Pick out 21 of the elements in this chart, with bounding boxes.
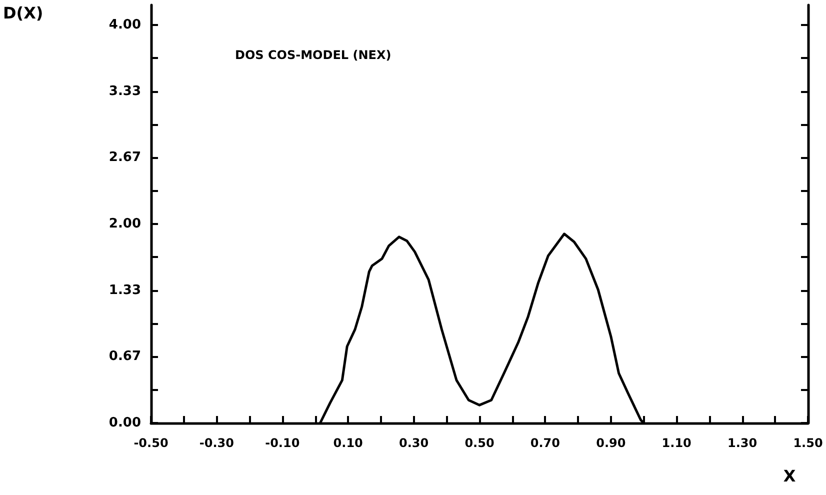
y-tick-label: 4.00 — [108, 17, 141, 32]
x-axis-title: X — [783, 466, 796, 486]
y-tick-label: 1.33 — [108, 282, 141, 298]
x-tick-label: -0.50 — [134, 436, 168, 450]
x-tick-label: 0.70 — [530, 436, 560, 450]
y-tick-label: 0.00 — [108, 416, 141, 430]
text: DOS COS-MODEL (NEX) — [235, 48, 392, 62]
x-tick-label: 1.30 — [727, 436, 758, 450]
x-tick-label: -0.30 — [199, 436, 234, 450]
x-tick-label: 0.50 — [464, 436, 494, 450]
x-tick-label: 0.30 — [398, 436, 429, 450]
x-tick-label: 0.10 — [333, 436, 363, 450]
y-tick-label: 2.00 — [108, 216, 141, 232]
x-tick-label: 1.10 — [662, 436, 692, 450]
x-tick-label: 0.90 — [596, 436, 626, 450]
y-tick-label: 3.33 — [108, 84, 141, 99]
y-tick-label: 2.67 — [108, 150, 141, 166]
x-tick-label: 1.50 — [793, 436, 823, 450]
y-tick-label: 0.67 — [108, 349, 141, 364]
x-tick-label: -0.10 — [265, 436, 300, 450]
y-axis-title: D(X) — [3, 4, 44, 22]
